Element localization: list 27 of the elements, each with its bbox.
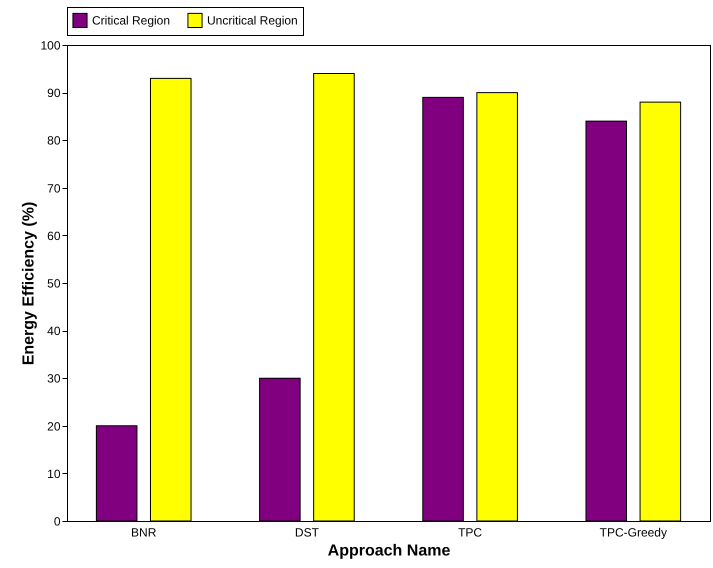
y-tick-label: 60: [47, 228, 61, 243]
bar: [422, 96, 464, 522]
bar: [640, 102, 682, 522]
legend-label: Critical Region: [92, 13, 170, 28]
x-tick-label: TPC: [458, 526, 482, 540]
x-axis-title: Approach Name: [328, 542, 450, 560]
y-tick-label: 80: [47, 134, 61, 148]
y-tick-label: 50: [47, 276, 61, 290]
bar: [259, 378, 301, 522]
bar: [313, 73, 355, 522]
bar: [150, 78, 192, 522]
x-tick-label: TPC-Greedy: [600, 526, 667, 540]
bar: [585, 120, 628, 522]
bar: [96, 425, 138, 522]
y-tick-label: 100: [40, 38, 61, 52]
y-tick-label: 10: [47, 466, 61, 481]
bar: [476, 92, 518, 522]
y-tick-label: 30: [47, 372, 61, 386]
y-tick-label: 90: [47, 86, 61, 100]
y-axis-title: Energy Efficiency (%): [20, 202, 38, 366]
y-tick-label: 0: [54, 514, 61, 528]
y-tick-label: 70: [47, 181, 61, 196]
x-tick-label: DST: [294, 526, 320, 540]
legend-label: Uncritical Region: [207, 13, 298, 28]
x-tick-label: BNR: [131, 526, 157, 540]
y-tick-label: 20: [47, 419, 61, 434]
y-tick-label: 40: [47, 324, 61, 338]
